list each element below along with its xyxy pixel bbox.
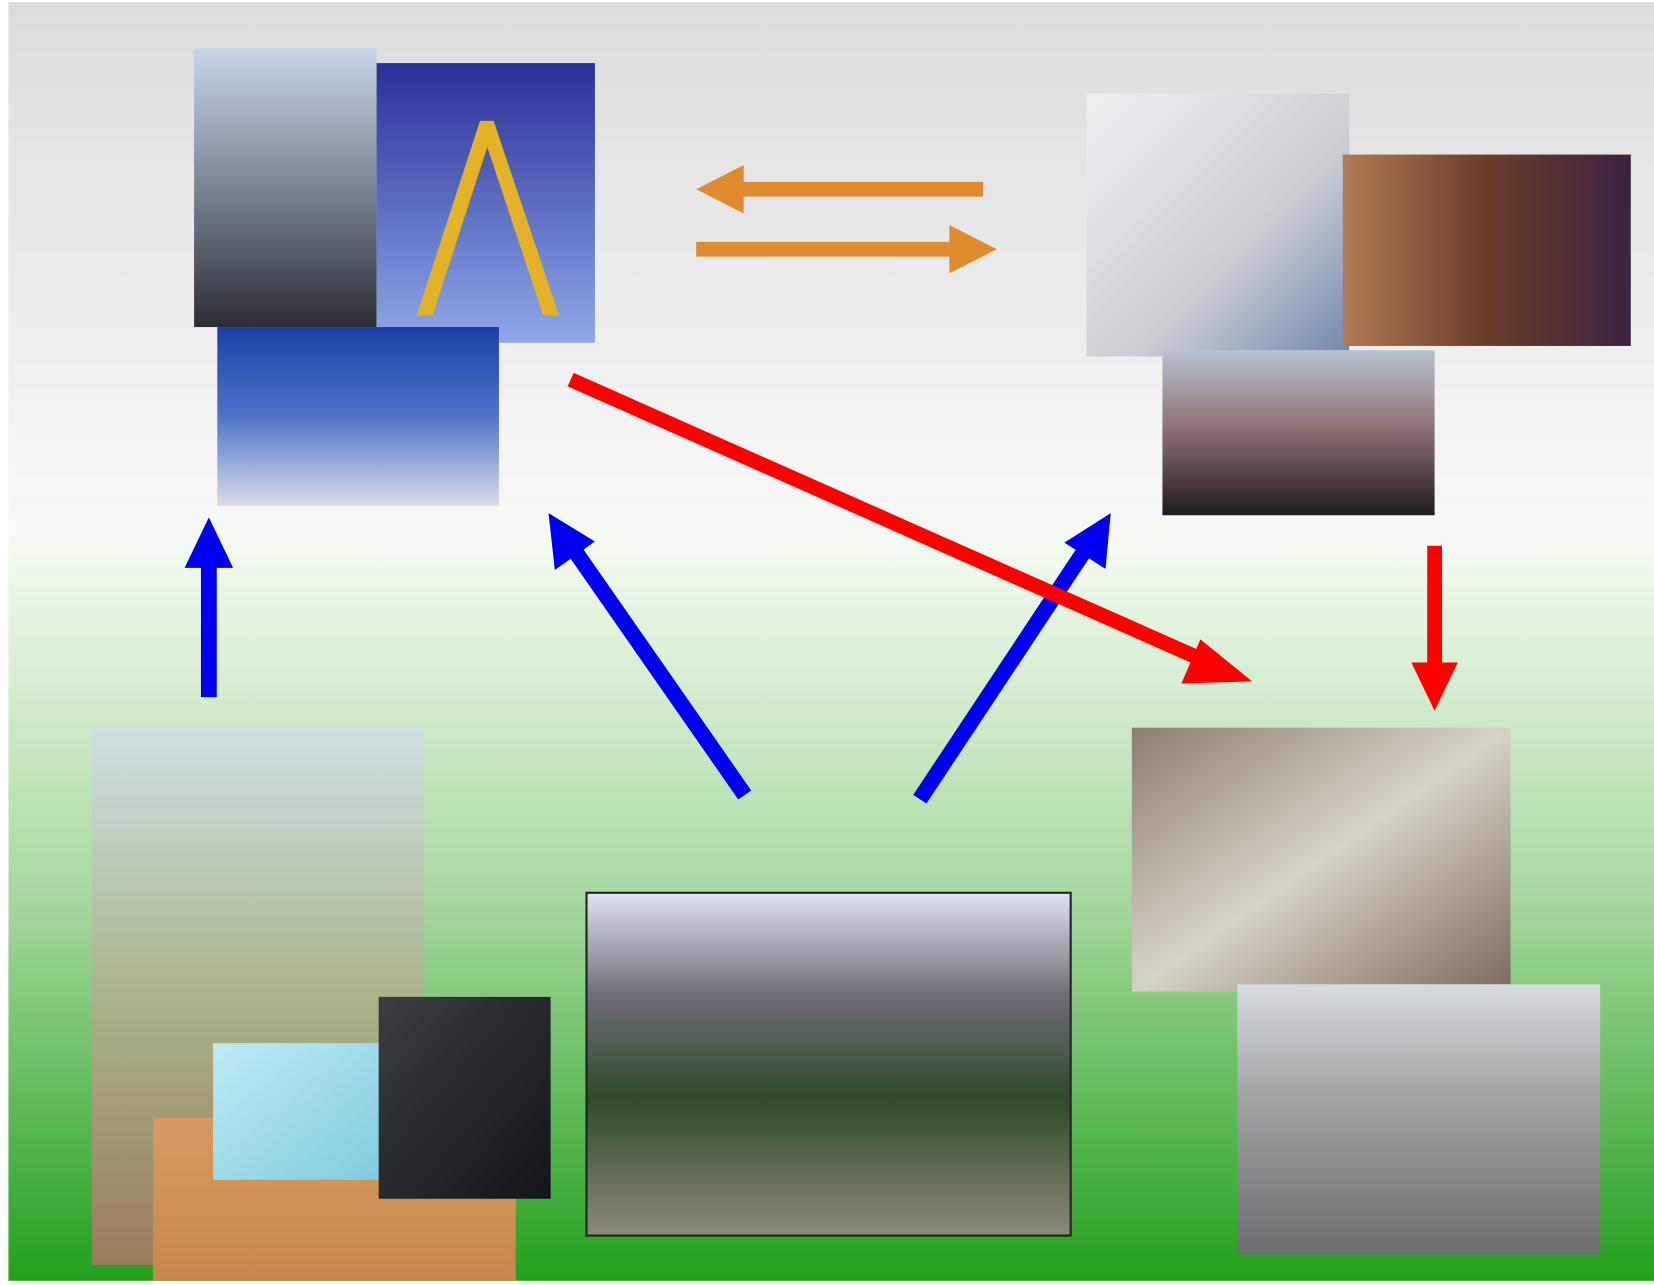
water-photo (213, 1043, 382, 1180)
trash-photo (1132, 728, 1511, 992)
traffic-photo (1237, 984, 1600, 1254)
coal-photo (379, 997, 551, 1199)
diagram (0, 0, 1654, 1285)
feeding-photo (1343, 155, 1631, 346)
plant-photo (217, 327, 499, 506)
mountain-photo (586, 893, 1070, 1236)
refinery-photo (194, 48, 376, 327)
page: (() => { const data = JSON.parse(documen… (0, 0, 1654, 1285)
bridge-photo (377, 63, 595, 343)
people-photo (1086, 94, 1349, 357)
airport-photo (1162, 350, 1434, 515)
